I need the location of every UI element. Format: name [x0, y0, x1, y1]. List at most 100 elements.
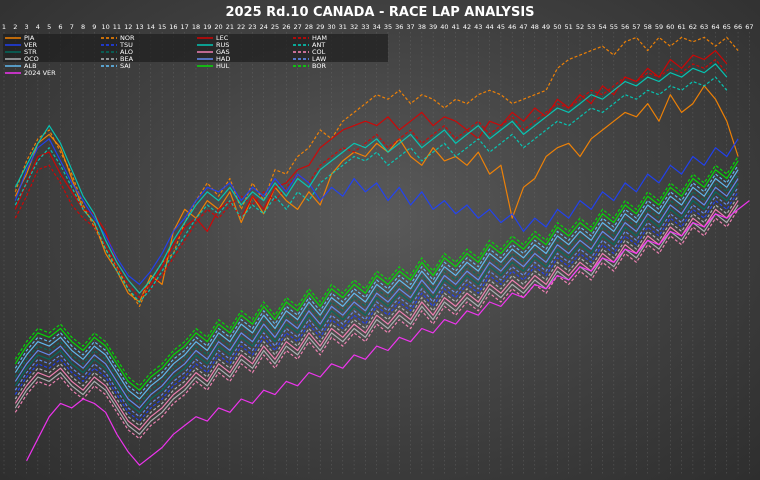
x-tick-label: 29 [316, 23, 324, 31]
series-line-ant [14, 76, 728, 303]
x-tick-label: 53 [587, 23, 595, 31]
x-tick-label: 57 [632, 23, 640, 31]
x-tick-label: 12 [124, 23, 132, 31]
series-line-had [14, 178, 739, 409]
legend-label: TSU [119, 41, 133, 49]
x-tick-label: 31 [339, 23, 347, 31]
series-line-rus [14, 63, 728, 294]
x-tick-label: 40 [440, 23, 448, 31]
x-tick-label: 6 [58, 23, 62, 31]
x-tick-label: 67 [745, 23, 753, 31]
series-line-str [14, 182, 739, 413]
legend-label: ALO [120, 48, 133, 56]
legend-label: SAI [120, 62, 131, 70]
series-line-bea [14, 195, 739, 427]
x-tick-label: 42 [463, 23, 471, 31]
x-tick-label: 16 [169, 23, 177, 31]
legend-label: LEC [216, 34, 229, 42]
x-tick-label: 4 [36, 23, 40, 31]
x-tick-label: 21 [226, 23, 234, 31]
x-tick-label: 3 [25, 23, 29, 31]
series-line-law [14, 186, 739, 418]
x-tick-label: 43 [474, 23, 482, 31]
series-line-tsu [14, 191, 739, 422]
series-line-alb [14, 169, 739, 400]
x-tick-label: 45 [497, 23, 505, 31]
x-axis-ticks: 1 2 3 4 5 6 7 8 9 10 11 12 13 14 15 16 17 18 19 20 21 22 23 24 2… [2, 23, 754, 31]
legend-label: LAW [312, 55, 327, 63]
x-tick-label: 37 [406, 23, 414, 31]
x-tick-label: 51 [565, 23, 573, 31]
x-tick-label: 62 [689, 23, 697, 31]
series-line-pia [14, 85, 739, 303]
series-line-hul [14, 160, 739, 391]
x-tick-label: 49 [542, 23, 550, 31]
x-tick-label: 41 [452, 23, 460, 31]
chart-title: 2025 Rd.10 CANADA - RACE LAP ANALYSIS [225, 5, 534, 20]
legend-label: BOR [312, 62, 326, 70]
legend-label: ANT [312, 41, 325, 49]
series-line-nor [14, 36, 739, 307]
legend-label: GAS [216, 48, 230, 56]
x-tick-label: 9 [92, 23, 96, 31]
x-tick-label: 65 [723, 23, 731, 31]
x-tick-label: 46 [508, 23, 516, 31]
x-tick-label: 25 [271, 23, 279, 31]
x-tick-label: 66 [734, 23, 742, 31]
x-tick-label: 20 [214, 23, 222, 31]
legend-label: COL [312, 48, 326, 56]
legend-background [3, 34, 388, 62]
legend-label: NOR [120, 34, 135, 42]
x-tick-label: 48 [531, 23, 539, 31]
series-line-bor [14, 156, 739, 387]
x-tick-label: 27 [293, 23, 301, 31]
legend-label: HAD [216, 55, 230, 63]
x-tick-label: 54 [598, 23, 606, 31]
series-lines [14, 36, 750, 466]
x-tick-label: 47 [519, 23, 527, 31]
legend-label: VER [24, 41, 38, 49]
series-line-oco [14, 204, 739, 435]
legend-label: ALB [24, 62, 37, 70]
x-tick-label: 7 [70, 23, 74, 31]
legend-label: HAM [312, 34, 327, 42]
x-tick-label: 34 [373, 23, 381, 31]
series-line-ver [14, 138, 739, 285]
x-tick-label: 10 [101, 23, 109, 31]
series-line-alo [14, 173, 739, 404]
x-tick-label: 32 [350, 23, 358, 31]
x-tick-label: 38 [418, 23, 426, 31]
x-tick-label: 18 [192, 23, 200, 31]
x-tick-label: 22 [237, 23, 245, 31]
x-tick-label: 1 [2, 23, 6, 31]
x-tick-label: 58 [644, 23, 652, 31]
legend: PIA NOR LEC HAM VER TSU RUS ANT STR ALO GAS COL OCO B… [3, 34, 388, 77]
x-tick-label: 59 [655, 23, 663, 31]
x-tick-label: 50 [553, 23, 561, 31]
x-tick-label: 2 [13, 23, 17, 31]
x-tick-label: 52 [576, 23, 584, 31]
x-tick-label: 63 [700, 23, 708, 31]
x-tick-label: 64 [711, 23, 719, 31]
x-tick-label: 11 [113, 23, 121, 31]
x-tick-label: 44 [485, 23, 493, 31]
x-tick-label: 26 [282, 23, 290, 31]
x-tick-label: 5 [47, 23, 51, 31]
x-tick-label: 60 [666, 23, 674, 31]
x-tick-label: 56 [621, 23, 629, 31]
x-tick-label: 61 [677, 23, 685, 31]
x-tick-label: 30 [327, 23, 335, 31]
x-tick-label: 36 [395, 23, 403, 31]
legend-label: HUL [216, 62, 230, 70]
x-tick-label: 17 [181, 23, 189, 31]
x-tick-label: 15 [158, 23, 166, 31]
x-tick-label: 55 [610, 23, 618, 31]
legend-label: BEA [120, 55, 134, 63]
x-tick-label: 39 [429, 23, 437, 31]
series-line-gas [14, 200, 739, 431]
x-tick-label: 14 [147, 23, 155, 31]
x-tick-label: 13 [135, 23, 143, 31]
x-tick-label: 19 [203, 23, 211, 31]
